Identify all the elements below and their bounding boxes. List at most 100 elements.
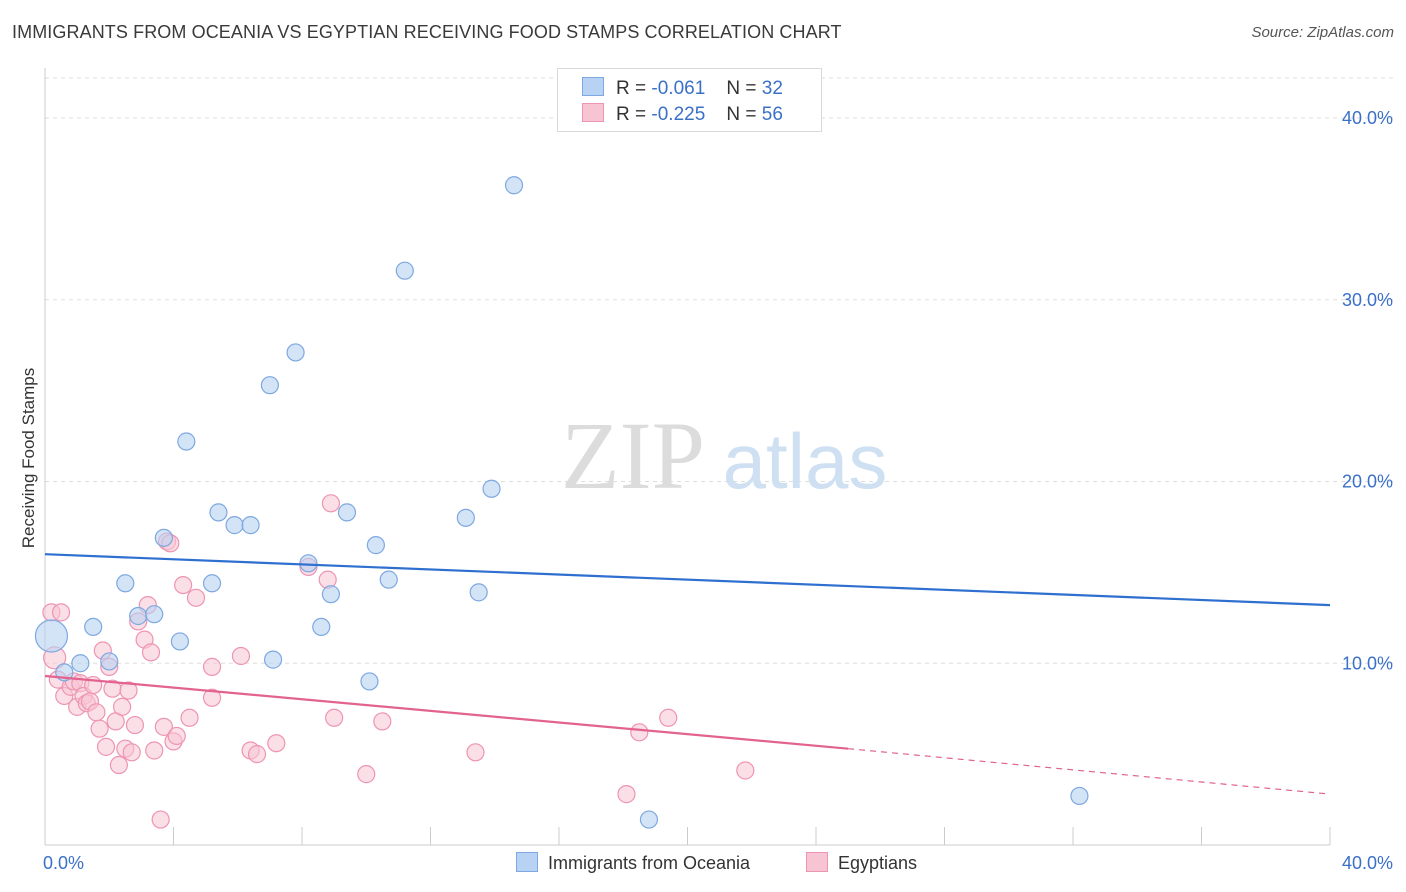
egyptians-point <box>151 810 170 829</box>
legend-n-value-oceania: 32 <box>761 78 783 99</box>
egyptians-point <box>373 712 392 731</box>
bottom-legend-swatch-blue <box>516 852 538 872</box>
y-tick-label: 40.0% <box>1342 108 1393 128</box>
egyptians-trend-line <box>44 674 849 750</box>
x-tick-label: 0.0% <box>43 853 84 873</box>
oceania-point <box>202 574 222 593</box>
y-tick-label: 20.0% <box>1342 472 1393 492</box>
y-tick-label: 10.0% <box>1342 653 1393 673</box>
axes <box>44 68 1331 846</box>
oceania-point <box>116 574 135 593</box>
oceania-point <box>312 617 331 637</box>
egyptians-point <box>736 761 755 780</box>
watermark-zip: ZIP <box>561 402 705 509</box>
watermark: ZIP atlas <box>561 402 887 509</box>
egyptians-point <box>109 755 128 775</box>
egyptians-point <box>186 588 206 607</box>
oceania-point <box>145 605 164 624</box>
legend-row-egyptians: R = -0.225 N = 56 <box>582 103 783 126</box>
oceania-point <box>170 632 190 651</box>
oceania-point <box>456 508 475 527</box>
source-label: Source: ZipAtlas.com <box>1251 24 1394 41</box>
oceania-point <box>366 536 385 555</box>
legend-n-label: N = <box>726 104 757 125</box>
legend-swatch-pink <box>582 103 604 122</box>
oceania-point <box>337 503 357 522</box>
oceania-point <box>100 652 119 671</box>
bottom-legend-egyptians: Egyptians <box>806 852 917 874</box>
egyptians-point <box>154 717 173 736</box>
egyptians-point <box>125 715 145 735</box>
egyptians-point <box>247 745 267 764</box>
legend-r-value-oceania: -0.061 <box>651 78 706 99</box>
oceania-point <box>209 503 228 522</box>
egyptians-point <box>325 708 344 727</box>
legend-r-label: R = <box>616 104 647 125</box>
egyptians-point <box>659 708 678 727</box>
egyptians-point <box>617 785 636 804</box>
oceania-point <box>469 583 488 602</box>
grid-lines <box>45 77 1395 664</box>
legend-n-label: N = <box>726 78 757 99</box>
egyptians-points <box>42 494 755 829</box>
egyptians-point <box>122 743 141 762</box>
oceania-point <box>241 516 260 535</box>
oceania-point <box>482 479 501 498</box>
egyptians-point <box>466 743 485 762</box>
oceania-point <box>71 654 90 673</box>
oceania-point <box>299 554 318 573</box>
egyptians-point <box>180 708 199 727</box>
y-axis-label: Receiving Food Stamps <box>19 368 38 548</box>
legend-n-value-egyptians: 56 <box>761 104 783 125</box>
oceania-point <box>129 606 148 626</box>
egyptians-point <box>321 494 341 513</box>
egyptians-point <box>90 719 109 738</box>
bottom-legend-label-egyptians: Egyptians <box>838 853 918 873</box>
bottom-legend-label-oceania: Immigrants from Oceania <box>548 853 751 873</box>
legend-r-value-egyptians: -0.225 <box>651 104 706 125</box>
trend-lines <box>44 553 1331 795</box>
egyptians-point <box>145 741 164 760</box>
oceania-point <box>154 528 173 547</box>
oceania-trend-line <box>44 553 1331 607</box>
oceania-point <box>639 810 659 829</box>
egyptians-point <box>174 575 193 595</box>
oceania-point <box>263 650 283 669</box>
oceania-point <box>225 516 244 535</box>
oceania-point <box>379 570 398 589</box>
egyptians-point <box>202 688 222 707</box>
oceania-point <box>260 376 279 395</box>
oceania-point <box>1070 786 1089 806</box>
oceania-point <box>34 619 69 653</box>
egyptians-point <box>141 643 161 662</box>
egyptians-point <box>112 697 132 716</box>
oceania-points <box>34 176 1089 829</box>
egyptians-point <box>87 703 106 722</box>
egyptians-point <box>96 737 116 756</box>
oceania-point <box>504 176 524 195</box>
egyptians-point <box>267 734 286 753</box>
oceania-point <box>321 585 341 604</box>
correlation-legend: R = -0.061 N = 32 R = -0.225 N = 56 <box>557 68 822 132</box>
y-tick-label: 30.0% <box>1342 290 1393 310</box>
egyptians-point <box>357 765 376 784</box>
egyptians-point <box>119 681 138 700</box>
oceania-point <box>177 432 196 451</box>
legend-r-label: R = <box>616 78 647 99</box>
oceania-point <box>84 617 103 637</box>
egyptians-point <box>630 723 649 742</box>
egyptians-point <box>231 646 251 666</box>
oceania-point <box>395 261 414 280</box>
bottom-legend-swatch-pink <box>806 852 828 872</box>
egyptians-trend-extension <box>848 748 1331 795</box>
egyptians-point <box>167 726 186 746</box>
watermark-atlas: atlas <box>723 417 888 505</box>
oceania-point <box>286 343 305 362</box>
egyptians-point <box>202 657 222 676</box>
tick-labels: 10.0% 20.0% 30.0% 40.0% 0.0% 40.0% <box>43 108 1393 873</box>
legend-swatch-blue <box>582 77 604 96</box>
chart-title: IMMIGRANTS FROM OCEANIA VS EGYPTIAN RECE… <box>12 22 842 42</box>
oceania-point <box>360 672 379 691</box>
bottom-legend-oceania: Immigrants from Oceania <box>516 852 750 874</box>
